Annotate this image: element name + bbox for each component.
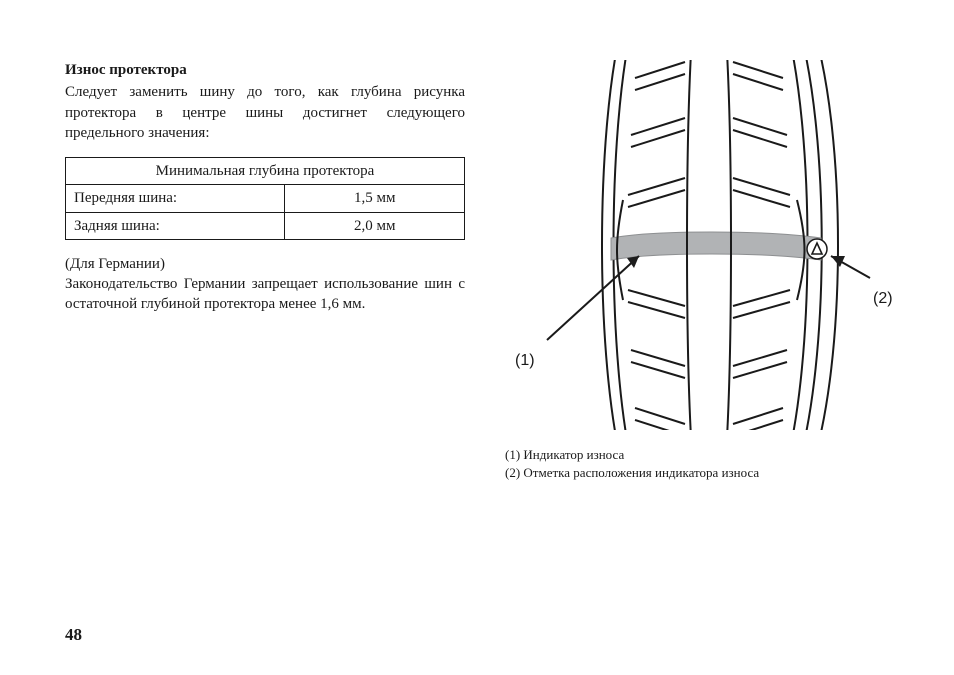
table-row: Передняя шина: 1,5 мм bbox=[66, 185, 465, 212]
two-column-layout: Износ протектора Следует заменить шину д… bbox=[65, 60, 899, 481]
legend-item-2: (2) Отметка расположения индикатора изно… bbox=[505, 464, 899, 482]
legend-item-1: (1) Индикатор износа bbox=[505, 446, 899, 464]
intro-paragraph: Следует заменить шину до того, как глуби… bbox=[65, 82, 465, 143]
callout-1-label: (1) bbox=[515, 350, 535, 372]
table-header-row: Минимальная глубина протектора bbox=[66, 158, 465, 185]
tread-depth-table: Минимальная глубина протектора Передняя … bbox=[65, 157, 465, 240]
section-heading: Износ протектора bbox=[65, 60, 465, 80]
left-column: Износ протектора Следует заменить шину д… bbox=[65, 60, 465, 481]
callout-1-arrow bbox=[547, 256, 639, 340]
row-value: 2,0 мм bbox=[285, 212, 465, 239]
germany-note-title: (Для Германии) bbox=[65, 254, 465, 274]
table-header: Минимальная глубина протектора bbox=[66, 158, 465, 185]
figure-legend: (1) Индикатор износа (2) Отметка располо… bbox=[505, 446, 899, 481]
page: Износ протектора Следует заменить шину д… bbox=[0, 0, 954, 675]
tire-figure: (1) (2) bbox=[505, 60, 899, 440]
row-label: Задняя шина: bbox=[66, 212, 285, 239]
row-label: Передняя шина: bbox=[66, 185, 285, 212]
tire-diagram-svg bbox=[535, 60, 875, 430]
page-number: 48 bbox=[65, 624, 82, 647]
right-column: (1) (2) bbox=[505, 60, 899, 481]
wear-mark-triangle-icon bbox=[807, 239, 827, 259]
table-row: Задняя шина: 2,0 мм bbox=[66, 212, 465, 239]
germany-note-body: Законодательство Германии запрещает испо… bbox=[65, 274, 465, 315]
callout-2-label: (2) bbox=[873, 288, 893, 310]
wear-indicator-band bbox=[611, 232, 821, 260]
row-value: 1,5 мм bbox=[285, 185, 465, 212]
